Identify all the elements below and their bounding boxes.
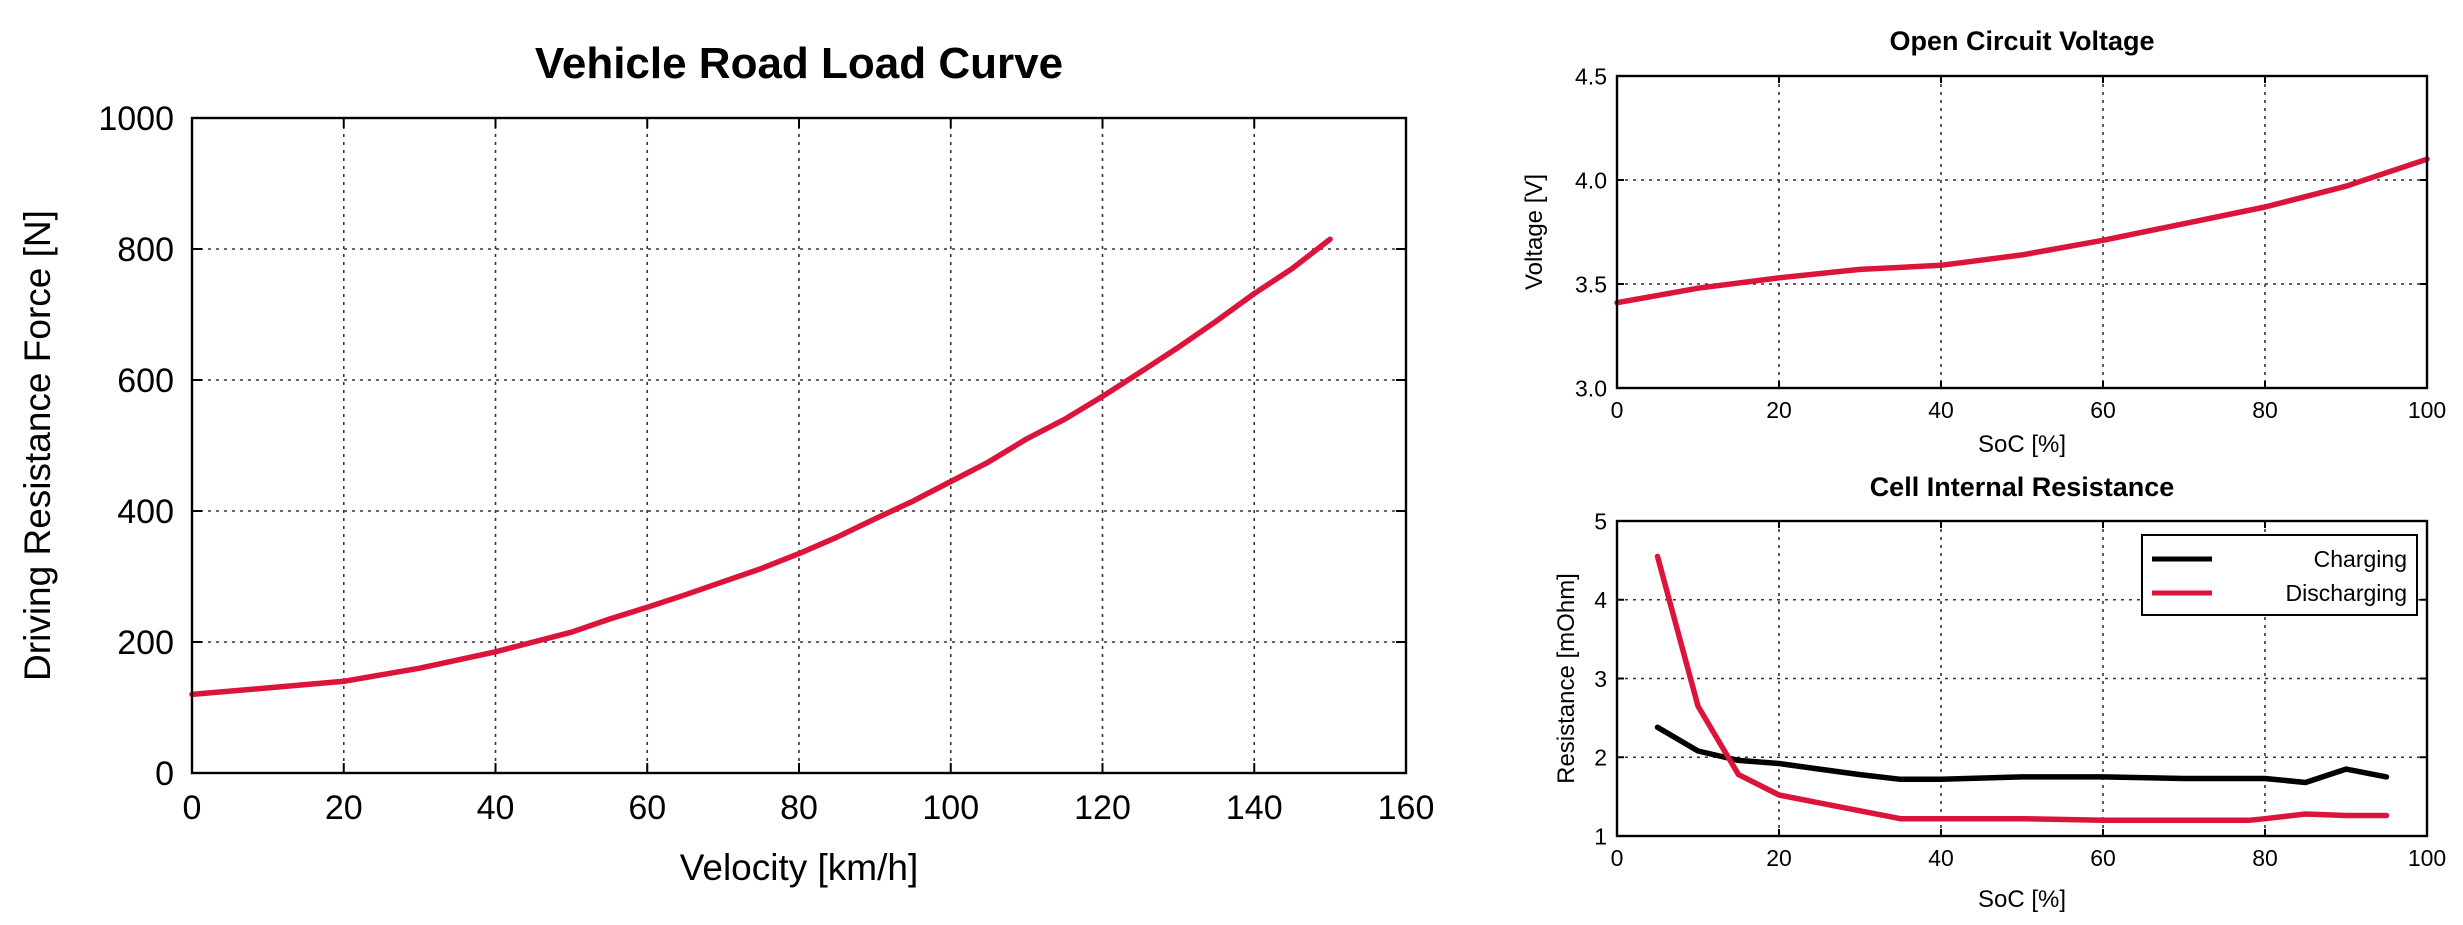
y-tick-label: 0 [155,755,174,793]
x-tick-label: 0 [183,789,202,827]
x-tick-label: 20 [1766,397,1792,423]
y-axis-label: Driving Resistance Force [N] [17,210,58,681]
x-tick-label: 100 [2408,397,2446,423]
y-tick-label: 4 [1594,587,1607,613]
x-axis-label: SoC [%] [1978,886,2066,913]
x-tick-label: 40 [1928,845,1954,871]
series-line-road-load [189,236,1333,698]
x-tick-label: 40 [477,789,515,827]
series-line-charging [1654,724,2390,786]
plot-area-frame [1615,519,2429,838]
y-tick-label: 600 [117,362,174,400]
y-tick-label: 3.0 [1575,375,1607,401]
y-tick-label: 1 [1594,823,1607,849]
x-tick-label: 160 [1378,789,1435,827]
chart-title: Vehicle Road Load Curve [535,39,1063,88]
x-tick-label: 80 [2252,397,2278,423]
x-tick-label: 60 [628,789,666,827]
y-axis-label: Resistance [mOhm] [1553,573,1580,784]
y-tick-label: 3 [1594,666,1607,692]
x-tick-label: 20 [325,789,363,827]
series-line-discharging [1654,553,2390,824]
chart-title: Cell Internal Resistance [1870,472,2175,502]
x-tick-label: 100 [922,789,979,827]
chart-title: Open Circuit Voltage [1889,26,2154,56]
cell-internal-resistance-chart: 0 20 40 60 80 100 1 2 3 4 5 Cell Internal Resistanc… [1553,472,2446,913]
legend-label-charging: Charging [2314,546,2407,572]
x-tick-label: 0 [1611,397,1624,423]
legend-box [2141,534,2418,616]
x-tick-label: 40 [1928,397,1954,423]
x-tick-label: 60 [2090,397,2116,423]
x-tick-label: 100 [2408,845,2446,871]
x-axis-label: SoC [%] [1978,431,2066,458]
y-tick-label: 4.5 [1575,63,1607,89]
legend-label-discharging: Discharging [2286,580,2407,606]
y-tick-label: 200 [117,624,174,662]
series-line-ocv [1614,156,2430,306]
plot-area-frame [1615,74,2429,390]
x-tick-label: 0 [1611,845,1624,871]
x-tick-label: 140 [1226,789,1283,827]
y-tick-label: 400 [117,493,174,531]
open-circuit-voltage-chart: 0 20 40 60 80 100 3.0 3.5 4.0 4.5 Open Circuit Vol… [1521,26,2446,458]
plot-area-frame [190,116,1408,775]
y-tick-label: 3.5 [1575,271,1607,297]
x-tick-label: 20 [1766,845,1792,871]
y-tick-label: 4.0 [1575,167,1607,193]
road-load-chart: 0 20 40 60 80 100 120 140 160 0 200 400 600 800 1000 Ve… [17,39,1434,888]
y-tick-label: 1000 [98,100,174,138]
x-axis-label: Velocity [km/h] [680,847,919,888]
y-axis-label: Voltage [V] [1521,174,1548,290]
x-tick-label: 80 [780,789,818,827]
x-tick-label: 60 [2090,845,2116,871]
x-tick-label: 120 [1074,789,1131,827]
y-tick-label: 2 [1594,745,1607,771]
x-tick-label: 80 [2252,845,2278,871]
legend: Charging Discharging [2141,534,2418,616]
y-tick-label: 800 [117,231,174,269]
y-tick-label: 5 [1594,508,1607,534]
